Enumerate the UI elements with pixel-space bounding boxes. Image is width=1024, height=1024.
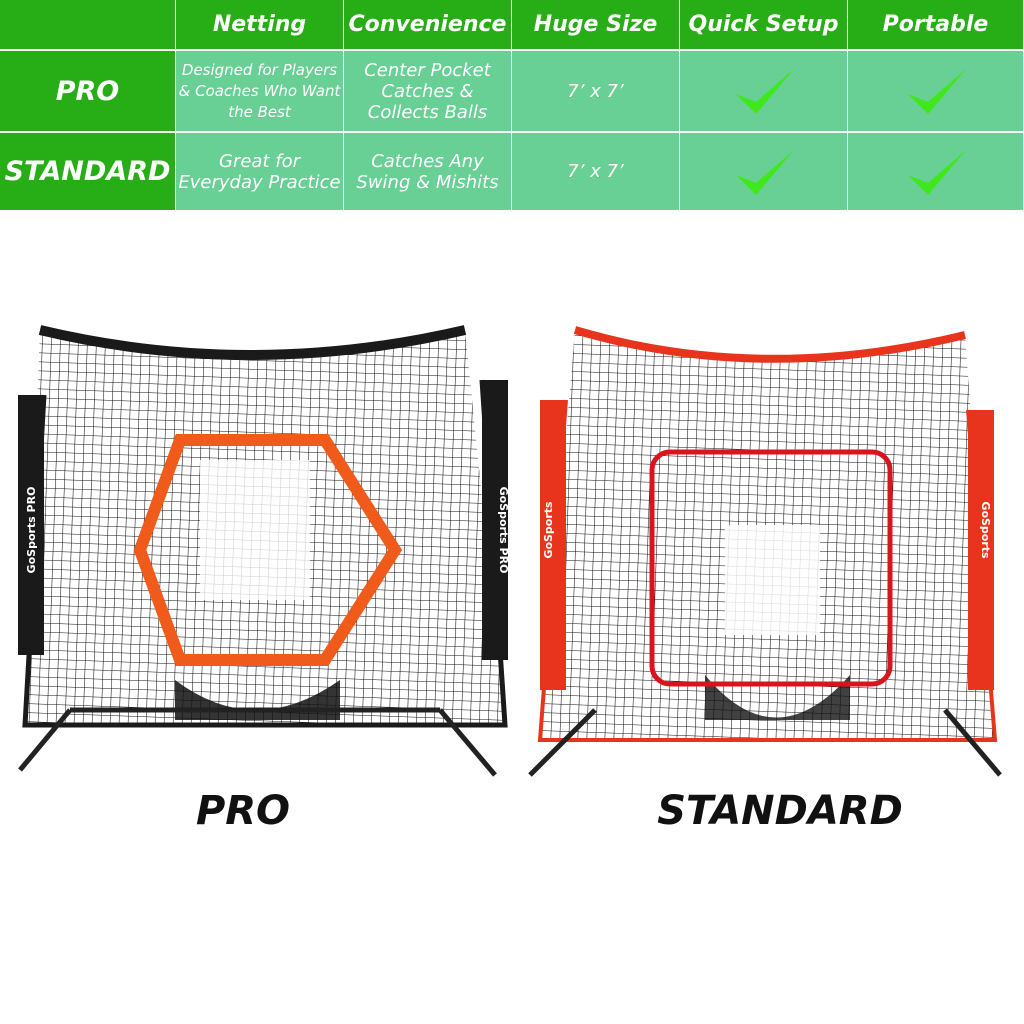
row-label-pro: PRO	[0, 51, 175, 131]
header-netting: Netting	[176, 0, 343, 49]
brand-logo: GoSports	[979, 501, 992, 559]
pro-portable	[848, 51, 1023, 131]
comparison-table: Netting Convenience Huge Size Quick Setu…	[0, 0, 1024, 210]
brand-logo: GoSports PRO	[25, 487, 38, 574]
pro-size: 7’ x 7’	[512, 51, 679, 131]
checkmark-icon	[907, 69, 966, 114]
standard-portable	[848, 133, 1023, 210]
brand-logo: GoSports PRO	[497, 487, 510, 574]
pro-quick-setup	[680, 51, 847, 131]
checkmark-icon	[735, 149, 794, 195]
brand-logo: GoSports	[542, 501, 555, 559]
pro-netting: Designed for Players & Coaches Who Want …	[176, 51, 343, 131]
checkmark-icon	[735, 69, 794, 114]
row-label-standard: STANDARD	[0, 133, 175, 210]
header-huge-size: Huge Size	[512, 0, 679, 49]
header-quick-setup: Quick Setup	[680, 0, 847, 49]
standard-caption: STANDARD	[657, 788, 903, 834]
standard-convenience: Catches Any Swing & Mishits	[344, 133, 511, 210]
checkmark-icon	[907, 149, 966, 195]
standard-quick-setup	[680, 133, 847, 210]
product-images: GoSports PRO GoSports PRO GoSports GoSpo…	[18, 325, 1002, 777]
header-convenience: Convenience	[344, 0, 511, 49]
standard-size: 7’ x 7’	[512, 133, 679, 210]
header-portable: Portable	[848, 0, 1023, 49]
pro-net-image: GoSports PRO GoSports PRO	[18, 325, 510, 777]
standard-net-image: GoSports GoSports	[528, 326, 1002, 777]
pro-convenience: Center Pocket Catches & Collects Balls	[344, 51, 511, 131]
header-empty	[0, 0, 175, 49]
standard-netting: Great for Everyday Practice	[176, 133, 343, 210]
pro-caption: PRO	[195, 788, 291, 834]
